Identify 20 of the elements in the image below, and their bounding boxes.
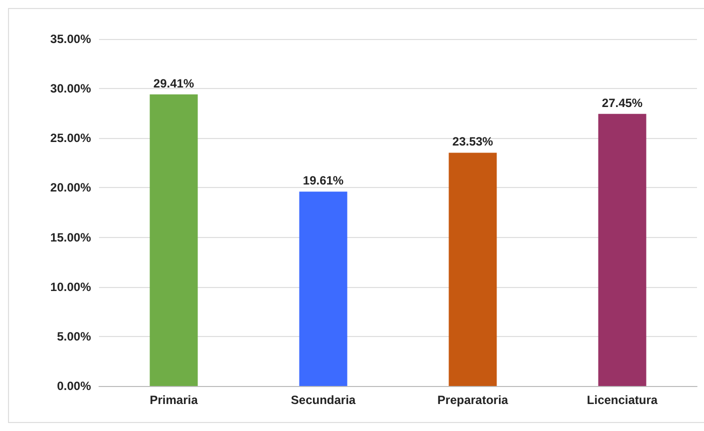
y-tick-label: 15.00% (50, 230, 92, 244)
x-tick-label: Primaria (150, 393, 198, 407)
y-tick-label: 0.00% (56, 379, 92, 393)
data-label: 29.41% (153, 76, 194, 90)
data-label: 19.61% (302, 174, 344, 188)
y-tick-label: 20.00% (50, 180, 92, 195)
data-label: 27.45% (602, 96, 643, 110)
data-label: 23.53% (452, 134, 494, 149)
x-tick-label: Secundaria (290, 393, 356, 407)
x-tick-label: Preparatoria (437, 393, 508, 407)
bar (150, 94, 198, 386)
y-tick-label: 5.00% (56, 329, 92, 344)
bar (299, 192, 348, 386)
x-tick-label: Licenciatura (586, 393, 658, 407)
y-tick-label: 35.00% (50, 32, 92, 46)
bar (448, 152, 497, 386)
bar (598, 114, 646, 386)
y-tick-label: 25.00% (50, 131, 92, 146)
y-tick-label: 10.00% (50, 280, 92, 294)
y-tick-label: 30.00% (50, 82, 92, 96)
